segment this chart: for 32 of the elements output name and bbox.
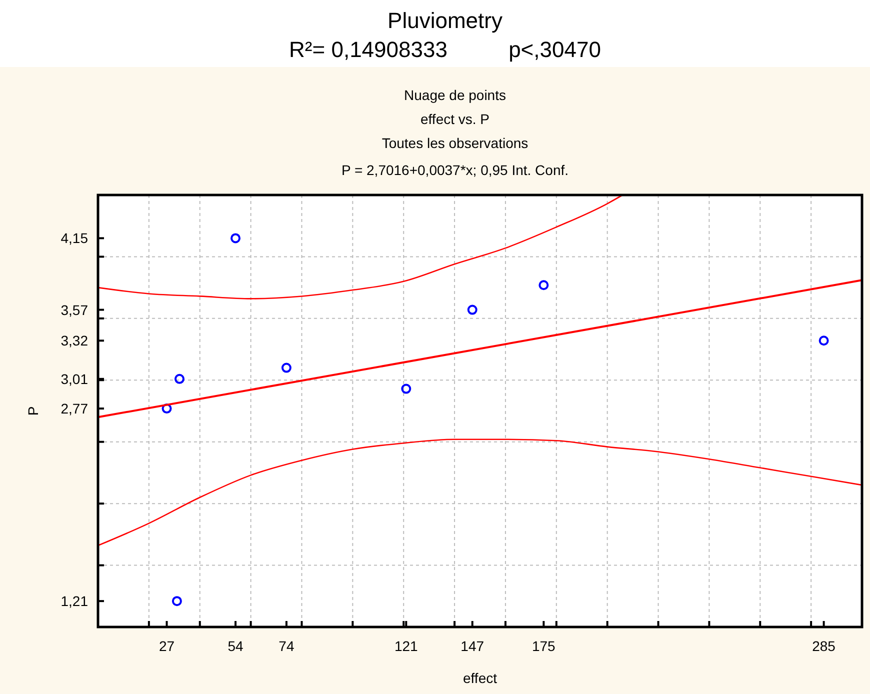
y-tick-label: 4,15 [60,230,88,246]
y-tick-label: 3,32 [60,332,88,349]
x-tick-label: 27 [158,638,175,654]
point [230,233,241,244]
y-axis-title: P [25,406,41,416]
point [401,384,412,394]
point [162,404,172,414]
point [172,596,182,606]
line-series [97,438,863,546]
x-tick-label: 147 [460,638,484,654]
point [538,280,549,290]
x-tick-label: 285 [812,638,836,654]
text: Toutes les observations [382,135,528,151]
y-tick-label: 3,57 [60,302,88,318]
text: effect vs. P [420,111,490,127]
x-tick-label: 54 [228,638,244,654]
text: P = 2,7016+0,0037*x; 0,95 Int. Conf. [341,162,569,178]
chart-subtitle: R²= 0,14908333 p<,30470 [289,37,601,62]
point [281,362,292,373]
point [818,336,829,346]
text: Nuage de points [404,87,506,103]
y-tick-label: 1,21 [60,593,88,610]
line-series [97,194,624,300]
x-tick-label: 175 [532,638,556,654]
x-axis-title: effect [463,670,498,686]
point [174,374,184,384]
x-tick-label: 74 [278,638,294,654]
y-tick-label: 3,01 [60,370,88,387]
chart-title: Pluviometry [388,8,502,33]
x-tick-label: 121 [394,638,418,654]
y-tick-label: 2,77 [60,400,88,417]
point [467,304,478,315]
